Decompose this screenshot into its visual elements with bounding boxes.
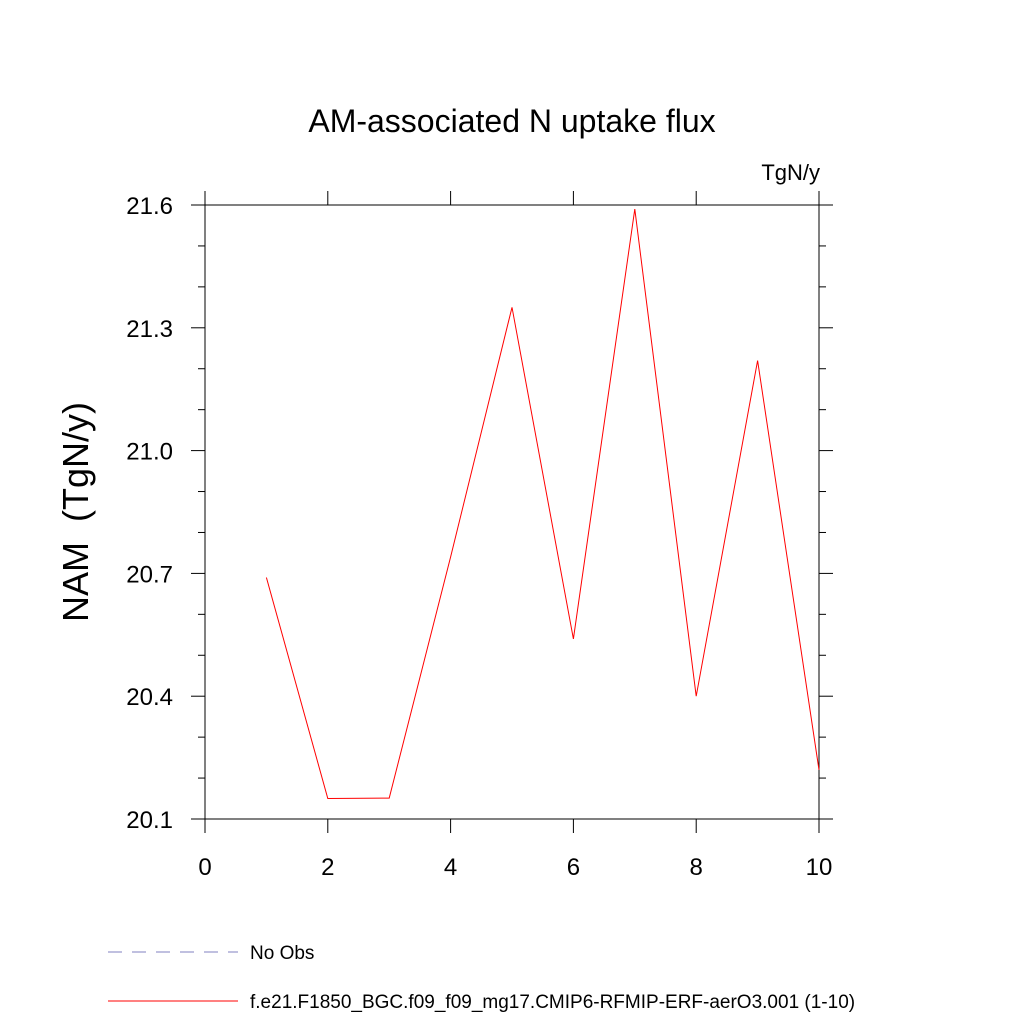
y-tick-label: 21.6: [126, 193, 173, 220]
x-ticks: 0 2 4 6 8 10: [198, 191, 832, 881]
y-tick-label: 20.1: [126, 807, 173, 834]
x-tick-label: 0: [198, 854, 211, 881]
x-tick-label: 6: [567, 854, 580, 881]
legend: No Obs f.e21.F1850_BGC.f09_f09_mg17.CMIP…: [108, 943, 855, 1013]
plot-frame: [204, 204, 820, 820]
y-tick-label: 20.7: [126, 561, 173, 588]
x-tick-label: 10: [806, 854, 833, 881]
y-ticks: 20.1 20.4 20.7 21.0 21.3 21.6: [126, 193, 833, 834]
chart-title: AM-associated N uptake flux: [308, 103, 715, 139]
x-tick-label: 8: [690, 854, 703, 881]
x-tick-label: 2: [321, 854, 334, 881]
units-label: TgN/y: [761, 160, 820, 185]
legend-label-no-obs: No Obs: [250, 943, 314, 964]
series-line: [265, 209, 820, 800]
x-tick-label: 4: [444, 854, 457, 881]
series-layer: [265, 209, 820, 800]
y-tick-label: 21.0: [126, 439, 173, 466]
legend-item-no-obs: No Obs: [108, 943, 314, 964]
y-tick-label: 20.4: [126, 684, 173, 711]
y-tick-label: 21.3: [126, 316, 173, 343]
y-axis-label: NAM (TgN/y): [55, 402, 96, 622]
legend-item-model-run: f.e21.F1850_BGC.f09_f09_mg17.CMIP6-RFMIP…: [108, 992, 855, 1013]
legend-label-model-run: f.e21.F1850_BGC.f09_f09_mg17.CMIP6-RFMIP…: [250, 992, 855, 1013]
